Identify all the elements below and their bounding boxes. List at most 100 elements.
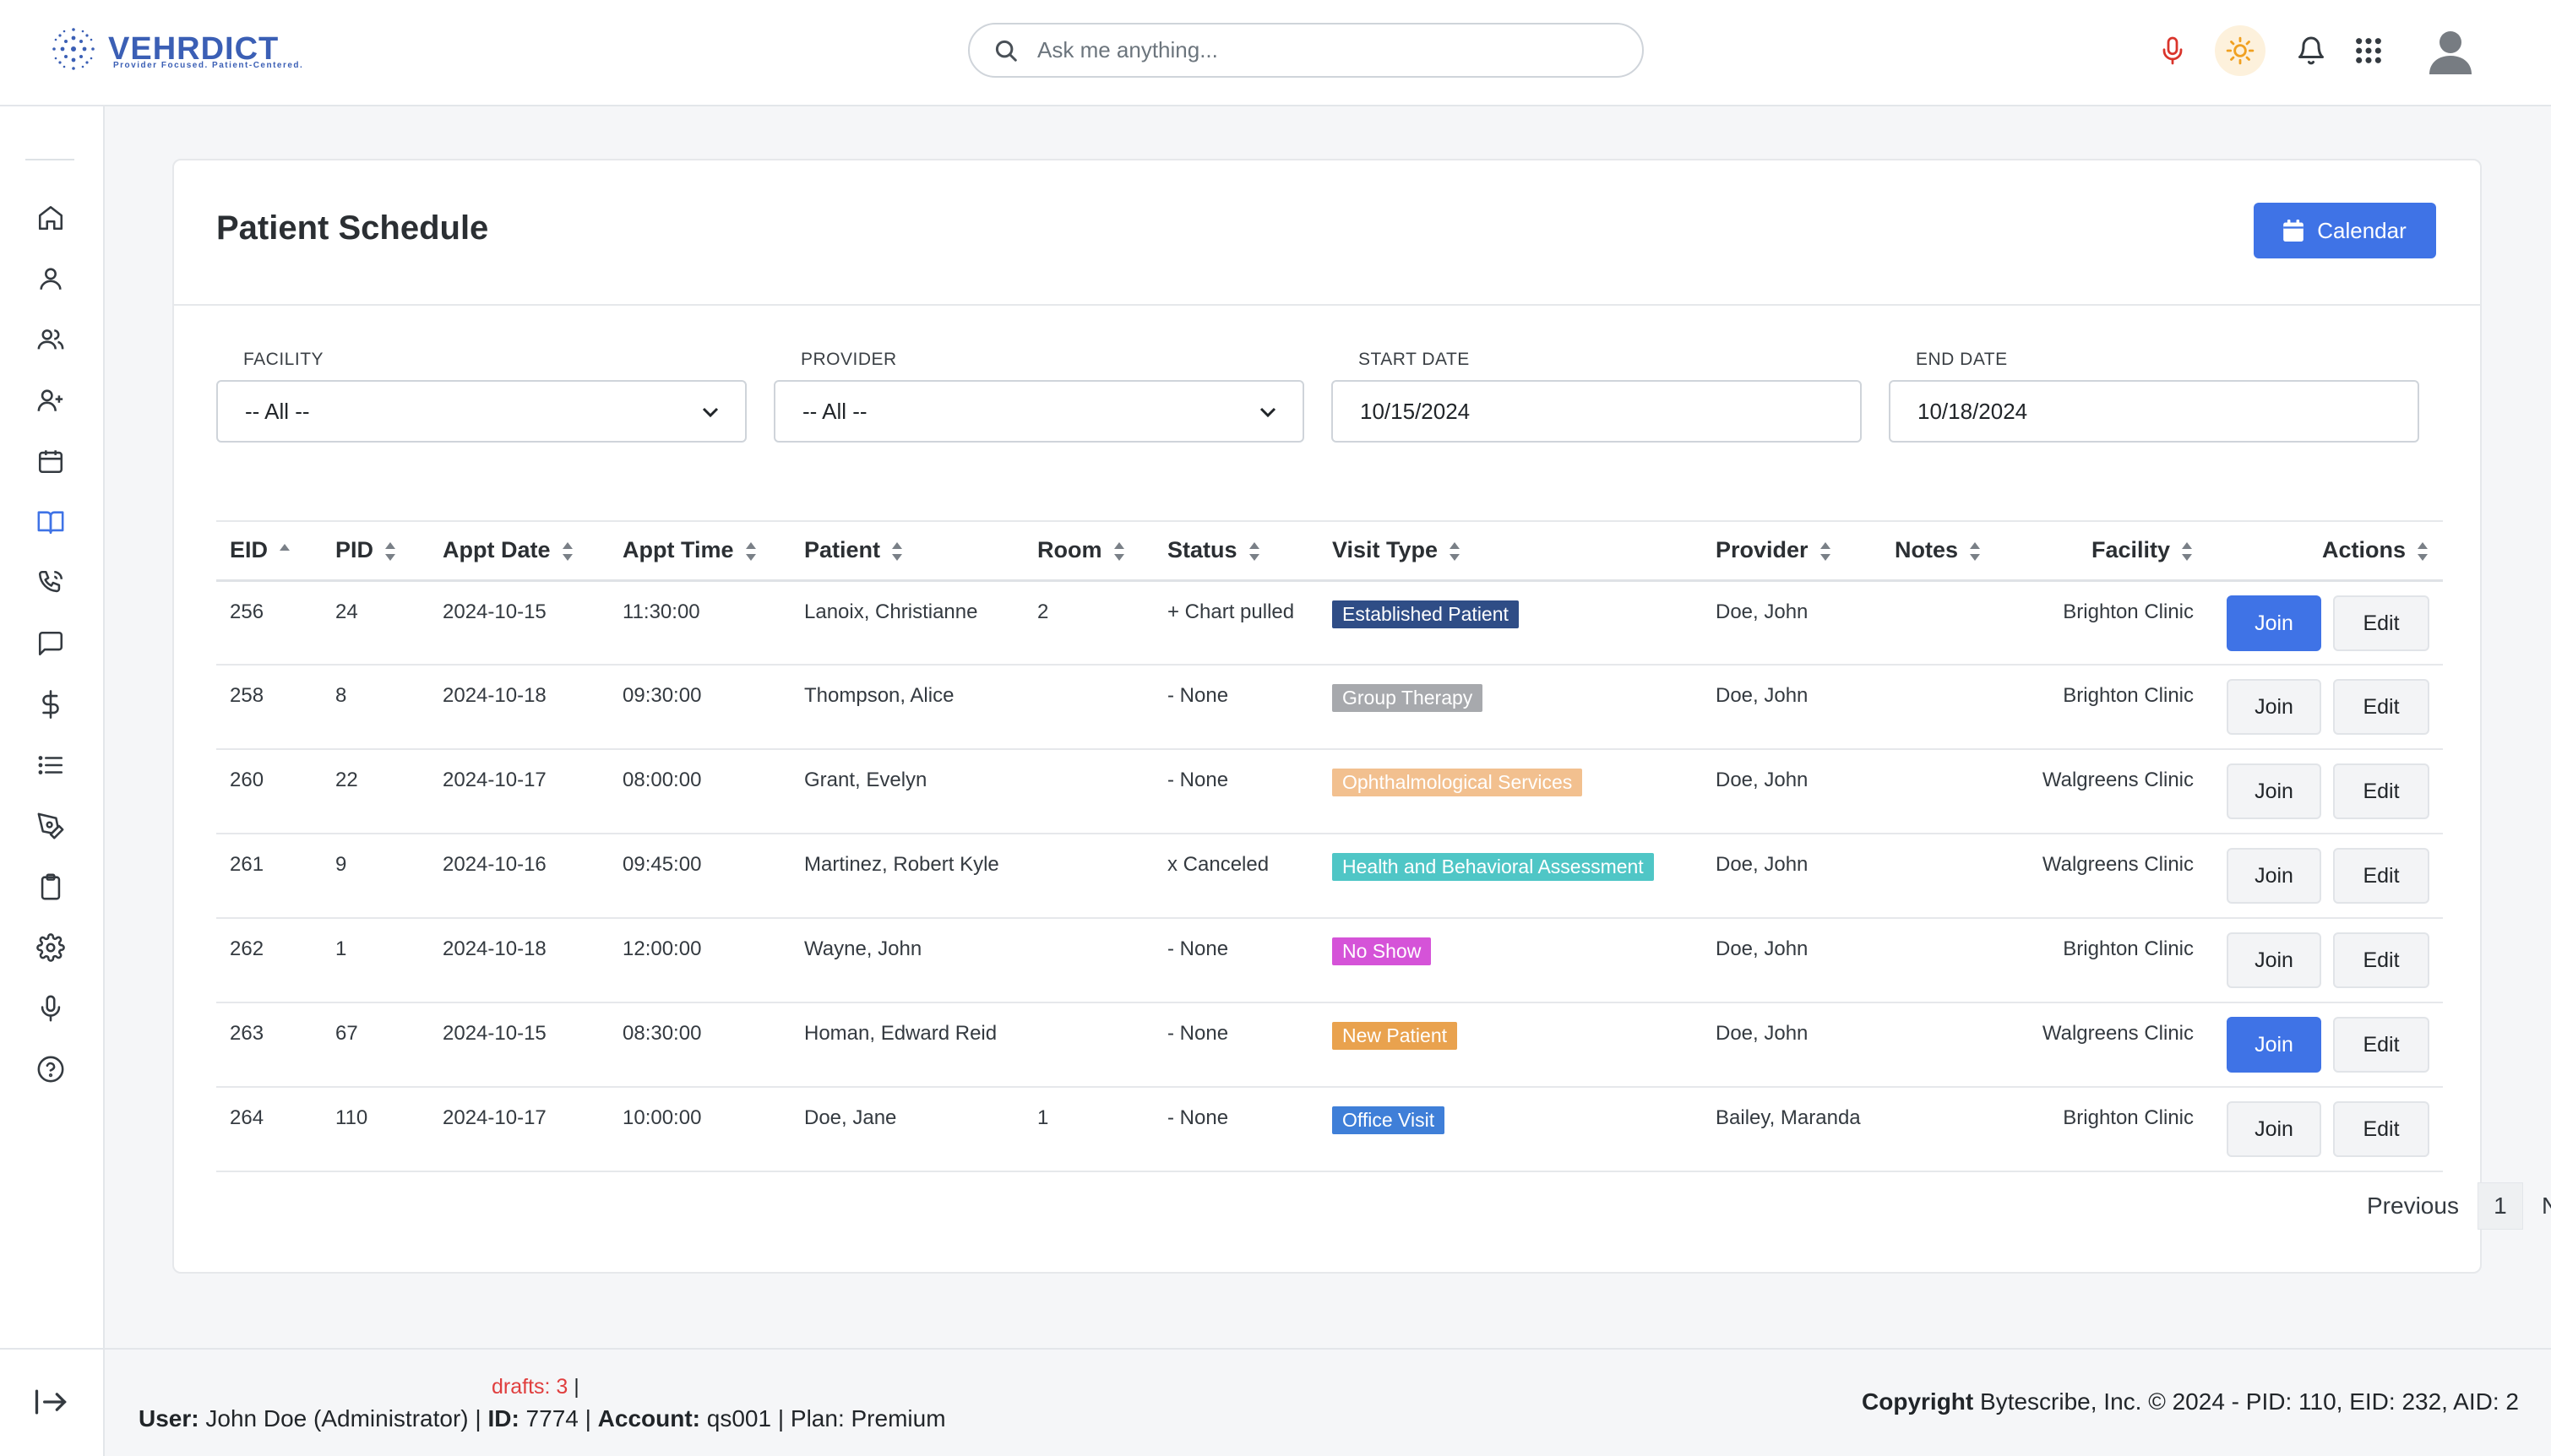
cell-text: Doe, John: [1716, 769, 1809, 791]
microphone-button[interactable]: [2152, 30, 2193, 71]
copyright-label: Copyright: [1862, 1388, 1974, 1415]
facility-select[interactable]: -- All --: [216, 380, 747, 443]
sort-icon[interactable]: [383, 541, 397, 562]
apps-grid-icon: [2356, 38, 2381, 63]
cell-pid: 9: [322, 834, 429, 919]
theme-toggle[interactable]: [2215, 25, 2265, 76]
sidebar-item-list[interactable]: [32, 747, 69, 784]
sidebar-item-messages[interactable]: [32, 625, 69, 662]
user-avatar-icon[interactable]: [2424, 25, 2477, 78]
page-title: Patient Schedule: [216, 209, 489, 247]
drafts-link[interactable]: drafts: 3 |: [492, 1375, 579, 1399]
column-header-appt-date[interactable]: Appt Date: [429, 520, 609, 582]
user-icon: [40, 268, 62, 290]
sort-icon[interactable]: [1968, 541, 1982, 562]
column-header-appt-time[interactable]: Appt Time: [609, 520, 791, 582]
join-button[interactable]: Join: [2227, 932, 2321, 988]
sidebar-item-schedule[interactable]: [32, 503, 69, 541]
join-button[interactable]: Join: [2227, 763, 2321, 819]
column-header-eid[interactable]: EID: [216, 520, 322, 582]
sort-icon[interactable]: [1819, 541, 1832, 562]
sort-icon[interactable]: [2416, 541, 2429, 562]
join-button[interactable]: Join: [2227, 848, 2321, 904]
sort-icon[interactable]: [1248, 541, 1261, 562]
edit-button[interactable]: Edit: [2333, 763, 2429, 819]
sort-icon[interactable]: [890, 541, 904, 562]
column-header-pid[interactable]: PID: [322, 520, 429, 582]
edit-button[interactable]: Edit: [2333, 848, 2429, 904]
sort-asc-icon[interactable]: [278, 541, 291, 562]
column-header-status[interactable]: Status: [1154, 520, 1319, 582]
column-header-facility[interactable]: Facility: [2008, 520, 2194, 582]
clipboard-icon: [41, 873, 61, 900]
column-header-provider[interactable]: Provider: [1702, 520, 1881, 582]
column-header-label: Provider: [1716, 537, 1809, 563]
cell-notes: [1881, 665, 2008, 750]
column-header-notes[interactable]: Notes: [1881, 520, 2008, 582]
sun-icon: [2226, 36, 2255, 65]
join-button[interactable]: Join: [2227, 1017, 2321, 1073]
cell-text: + Chart pulled: [1167, 600, 1295, 623]
account-label: Account:: [597, 1405, 700, 1432]
cell-text: 1: [335, 937, 347, 960]
edit-button[interactable]: Edit: [2333, 1017, 2429, 1073]
sidebar-item-clipboard[interactable]: [32, 868, 69, 905]
cell-text: Doe, John: [1716, 684, 1809, 707]
edit-button[interactable]: Edit: [2333, 932, 2429, 988]
calendar-button[interactable]: Calendar: [2254, 203, 2436, 258]
cell-text: 110: [335, 1106, 368, 1129]
end-date-input[interactable]: 10/18/2024: [1889, 380, 2419, 443]
edit-button[interactable]: Edit: [2333, 679, 2429, 735]
sidebar-item-calendar[interactable]: [32, 443, 69, 480]
cell-visit-type: Group Therapy: [1319, 665, 1702, 750]
sort-icon[interactable]: [1112, 541, 1126, 562]
sidebar-item-settings[interactable]: [32, 929, 69, 966]
sidebar-item-add-patient[interactable]: [32, 382, 69, 419]
join-button[interactable]: Join: [2227, 595, 2321, 651]
previous-page-button[interactable]: Previous: [2367, 1193, 2459, 1219]
start-date-input[interactable]: 10/15/2024: [1331, 380, 1862, 443]
column-header-actions[interactable]: Actions: [2194, 520, 2443, 582]
cell-text: Doe, John: [1716, 600, 1809, 623]
cell-actions: Join Edit: [2194, 1002, 2443, 1088]
sort-icon[interactable]: [2180, 541, 2194, 562]
sort-icon[interactable]: [744, 541, 758, 562]
visit-type-badge: Group Therapy: [1332, 684, 1483, 712]
cell-eid: 260: [216, 749, 322, 834]
edit-button[interactable]: Edit: [2333, 1101, 2429, 1157]
join-button[interactable]: Join: [2227, 1101, 2321, 1157]
join-button[interactable]: Join: [2227, 679, 2321, 735]
sort-icon[interactable]: [561, 541, 574, 562]
dollar-icon: [42, 690, 59, 719]
user-value: John Doe (Administrator) |: [205, 1405, 481, 1432]
cell-date: 2024-10-18: [429, 918, 609, 1003]
column-header-patient[interactable]: Patient: [791, 520, 1024, 582]
column-header-visit-type[interactable]: Visit Type: [1319, 520, 1702, 582]
sidebar-item-dictation[interactable]: [32, 990, 69, 1027]
next-page-button[interactable]: Next: [2541, 1193, 2551, 1219]
schedule-card: Patient Schedule Calendar FACILITY -- Al…: [172, 159, 2551, 1274]
sidebar-item-user[interactable]: [32, 260, 69, 297]
cell-text: - None: [1167, 684, 1229, 707]
logo[interactable]: VEHRDICT: [49, 24, 279, 74]
visit-type-badge: Health and Behavioral Assessment: [1332, 853, 1654, 881]
logout-icon[interactable]: [32, 1383, 69, 1421]
sidebar-item-users[interactable]: [32, 321, 69, 358]
sidebar-item-calls[interactable]: [32, 564, 69, 601]
column-header-room[interactable]: Room: [1024, 520, 1154, 582]
apps-button[interactable]: [2348, 30, 2389, 71]
notifications-button[interactable]: [2291, 30, 2331, 71]
provider-select[interactable]: -- All --: [774, 380, 1304, 443]
sidebar-item-home[interactable]: [32, 199, 69, 236]
cell-time: 09:30:00: [609, 665, 791, 750]
sort-icon[interactable]: [1448, 541, 1461, 562]
edit-button[interactable]: Edit: [2333, 595, 2429, 651]
cell-visit-type: Health and Behavioral Assessment: [1319, 834, 1702, 919]
sidebar-item-help[interactable]: [32, 1051, 69, 1088]
search-bar[interactable]: [968, 23, 1644, 78]
column-header-label: Notes: [1895, 537, 1959, 563]
search-input[interactable]: [1037, 37, 1612, 63]
page-number-button[interactable]: 1: [2477, 1182, 2523, 1230]
sidebar-item-sign[interactable]: [32, 807, 69, 845]
sidebar-item-billing[interactable]: [32, 686, 69, 723]
